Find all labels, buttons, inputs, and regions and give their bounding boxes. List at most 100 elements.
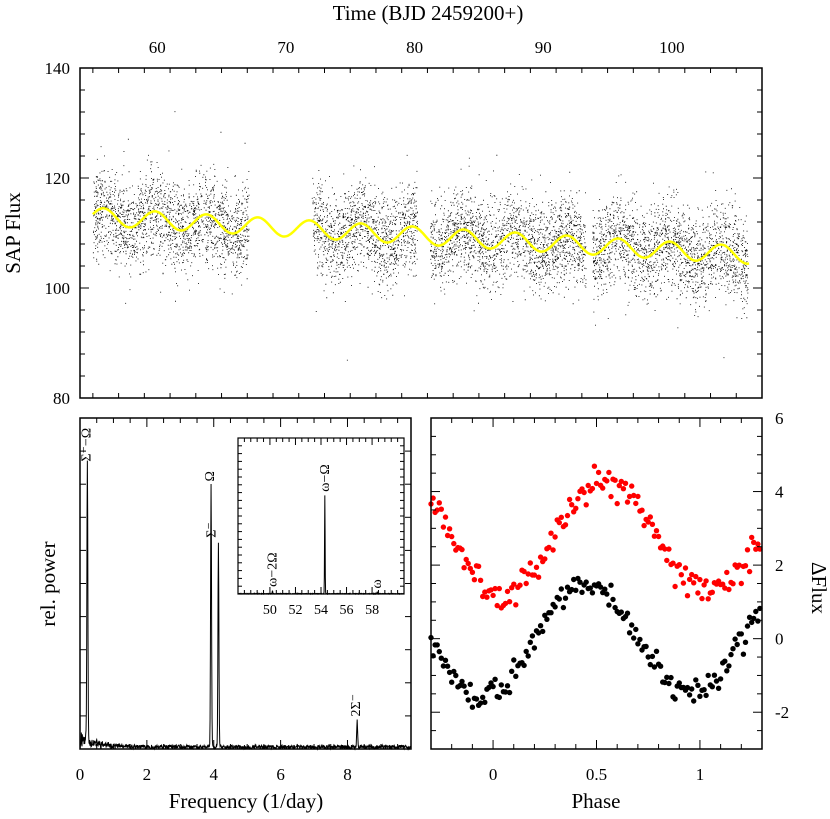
folded-black-point [583, 579, 589, 585]
folded-panel: 0 0.5 1 -2 0 2 4 6 Phase ΔFlux [428, 409, 830, 813]
folded-black-point [631, 635, 637, 641]
folded-red-point [653, 528, 660, 534]
folded-black-point [548, 610, 554, 616]
folded-black-point [742, 639, 749, 645]
folded-black-point [504, 683, 511, 689]
folded-black-point [624, 610, 631, 616]
pg-xtick-label: 0 [76, 765, 85, 784]
lc-xtick-label: 90 [535, 38, 552, 57]
folded-black-point [579, 589, 585, 595]
folded-black-point [668, 674, 674, 681]
folded-black-point [513, 673, 519, 679]
light-curve-panel: 60 70 80 90 100 80 100 120 140 Time (BJD 2459200… [1, 1, 763, 408]
folded-red-point [753, 546, 759, 552]
folded-black-point [573, 587, 579, 593]
folded-black-point [734, 641, 740, 648]
folded-black-point [540, 628, 546, 635]
folded-black-point [529, 633, 536, 639]
folded-black-point [589, 590, 596, 596]
folded-red-point [604, 478, 610, 484]
folded-red-point [633, 500, 639, 507]
fd-ytick-label: 0 [775, 630, 784, 649]
folded-black-point [647, 661, 653, 668]
fd-xtick-label: 1 [696, 765, 705, 784]
pg-xtick-label: 8 [343, 765, 352, 784]
folded-black-point [645, 654, 651, 660]
folded-red-point [738, 580, 744, 587]
folded-black-point [556, 596, 562, 602]
folded-red-point [624, 499, 631, 505]
folded-black-point [492, 676, 498, 682]
light-curve-points-path [92, 111, 749, 361]
folded-black-point [558, 586, 564, 592]
folded-black-point [604, 591, 610, 597]
folded-red-point [446, 526, 453, 532]
folded-black-point [713, 678, 720, 684]
inset-xtick-label: 56 [340, 603, 354, 618]
folded-red-point [589, 485, 596, 492]
folded-black-point [753, 608, 759, 615]
folded-red-point [722, 585, 728, 591]
pg-peak-label: Σ⁻ [204, 522, 219, 538]
folded-red-point [647, 514, 653, 520]
folded-black-point [643, 643, 649, 650]
folded-black-point [676, 680, 682, 686]
folded-red-point [451, 540, 457, 547]
inset-peak-label: ω [370, 579, 385, 588]
folded-red-point [664, 557, 670, 564]
folded-red-point [494, 602, 500, 609]
folded-black-point [477, 700, 484, 706]
folded-red-point [506, 599, 513, 605]
folded-red-point [575, 496, 581, 502]
inset-frame [237, 437, 405, 595]
fd-xtick-label: 0 [489, 765, 498, 784]
folded-red-point [537, 554, 544, 560]
folded-black-point [755, 618, 761, 624]
model-curve-line [91, 207, 750, 265]
folded-red-point [521, 568, 527, 575]
folded-red-point [583, 502, 589, 508]
folded-points [428, 463, 763, 710]
lc-ytick-label: 120 [45, 169, 71, 188]
folded-red-point [684, 593, 691, 599]
folded-black-point [740, 651, 747, 657]
folded-black-point [511, 657, 517, 663]
folded-black-point [697, 693, 703, 699]
folded-red-point [635, 493, 641, 500]
folded-black-point [527, 639, 533, 645]
folded-black-point [457, 682, 463, 689]
folded-black-point [744, 623, 751, 629]
folded-black-point [469, 704, 476, 710]
folded-red-point [641, 522, 647, 529]
folded-black-point [746, 614, 753, 620]
folded-red-point [533, 564, 540, 570]
folded-black-point [738, 631, 744, 637]
folded-black-point [587, 585, 593, 591]
folded-red-point [504, 588, 511, 595]
folded-red-point [742, 563, 749, 569]
folded-black-point [552, 604, 558, 610]
folded-black-point [724, 668, 730, 674]
folded-red-point [496, 585, 502, 592]
folded-red-point [469, 569, 476, 575]
lc-xtick-label: 100 [659, 38, 685, 57]
folded-red-point [511, 581, 517, 587]
folded-black-point [717, 676, 724, 682]
light-curve-ylabel: SAP Flux [1, 192, 25, 274]
folded-red-point [484, 594, 490, 600]
folded-black-point [684, 684, 691, 691]
folded-black-point [480, 694, 486, 700]
folded-ticks: 0 0.5 1 -2 0 2 4 6 [430, 409, 789, 784]
lc-xtick-label: 80 [406, 38, 423, 57]
folded-black-point [564, 584, 571, 590]
folded-black-point [691, 698, 697, 704]
folded-red-point [523, 580, 529, 587]
folded-red-point [680, 580, 687, 586]
folded-black-point [635, 641, 641, 647]
folded-black-point [459, 678, 465, 685]
folded-red-point [477, 577, 484, 583]
folded-red-point [744, 547, 751, 553]
folded-red-point [746, 568, 753, 575]
folded-red-point [542, 556, 548, 562]
